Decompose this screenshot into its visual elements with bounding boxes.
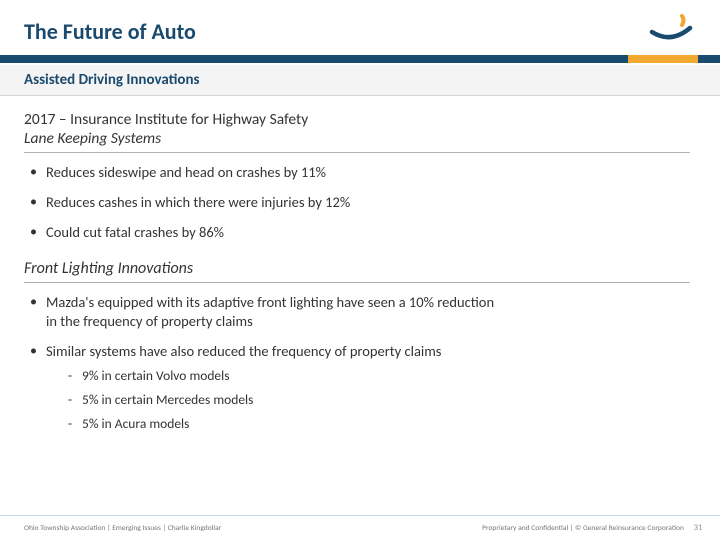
footer-right: Proprietary and Confidential | © General… [482, 523, 702, 533]
section2-bullets: Mazda's equipped with its adaptive front… [24, 293, 690, 432]
section1-line1: 2017 – Insurance Institute for Highway S… [24, 110, 308, 129]
section1-line2: Lane Keeping Systems [24, 129, 690, 148]
list-item: 5% in Acura models [68, 416, 690, 433]
brand-logo [648, 10, 694, 50]
footer-copyright: Proprietary and Confidential | © General… [482, 524, 684, 533]
page-number: 31 [694, 523, 702, 533]
subtitle-band: Assisted Driving Innovations [0, 65, 720, 96]
list-item: 9% in certain Volvo models [68, 368, 690, 385]
slide-footer: Ohio Township Association | Emerging Iss… [0, 515, 720, 540]
content-area: 2017 – Insurance Institute for Highway S… [0, 96, 720, 432]
page-title: The Future of Auto [0, 0, 720, 55]
list-item: Reduces cashes in which there were injur… [30, 193, 690, 211]
section2-sublist: 9% in certain Volvo models 5% in certain… [46, 368, 690, 433]
list-item: Reduces sideswipe and head on crashes by… [30, 163, 690, 181]
divider-accent [628, 55, 698, 63]
section1-heading: 2017 – Insurance Institute for Highway S… [24, 110, 690, 153]
list-item: Could cut fatal crashes by 86% [30, 223, 690, 241]
list-item: Similar systems have also reduced the fr… [30, 342, 690, 433]
section2-heading: Front Lighting Innovations [24, 259, 690, 283]
list-item-text: Similar systems have also reduced the fr… [46, 342, 441, 360]
list-item: 5% in certain Mercedes models [68, 392, 690, 409]
footer-left: Ohio Township Association | Emerging Iss… [24, 524, 221, 533]
title-divider [0, 55, 720, 63]
list-item: Mazda's equipped with its adaptive front… [30, 293, 500, 329]
section1-bullets: Reduces sideswipe and head on crashes by… [24, 163, 690, 241]
